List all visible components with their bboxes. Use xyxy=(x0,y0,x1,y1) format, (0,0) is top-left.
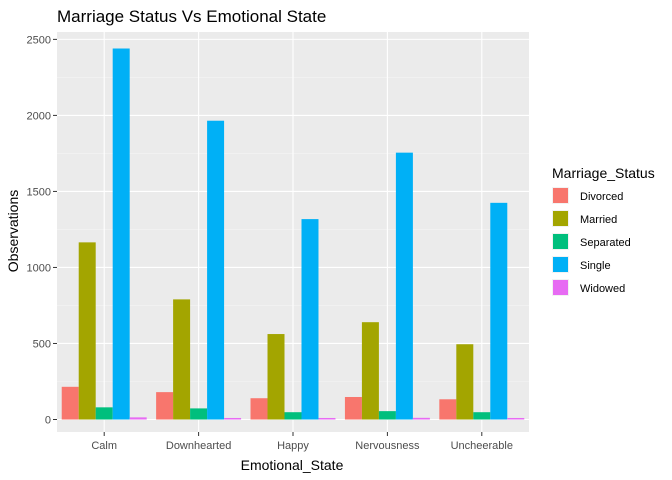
bar xyxy=(207,120,225,420)
x-tick-label: Downhearted xyxy=(166,440,231,452)
bar xyxy=(224,417,242,420)
legend-swatch xyxy=(553,188,568,203)
chart-title: Marriage Status Vs Emotional State xyxy=(57,7,326,26)
legend-label: Single xyxy=(580,260,611,272)
bar xyxy=(129,417,147,420)
bar xyxy=(78,242,96,420)
y-tick-label: 2000 xyxy=(27,110,51,122)
bar xyxy=(284,412,302,420)
grid xyxy=(57,32,529,432)
bar xyxy=(361,322,379,420)
bar xyxy=(156,392,174,420)
bar xyxy=(61,386,79,420)
legend-label: Widowed xyxy=(580,283,625,295)
legend: Marriage_Status Divorced Married Separated… xyxy=(552,165,655,296)
y-axis-title: Observations xyxy=(5,190,21,272)
bar xyxy=(173,299,191,420)
bar xyxy=(95,407,113,420)
legend-label: Divorced xyxy=(580,191,623,203)
legend-swatch xyxy=(553,280,568,295)
x-tick-label: Happy xyxy=(277,440,309,452)
bar xyxy=(395,152,413,420)
x-tick-label: Nervousness xyxy=(355,440,420,452)
legend-swatch xyxy=(553,211,568,226)
x-tick-label: Calm xyxy=(91,440,117,452)
legend-swatch xyxy=(553,234,568,249)
y-tick-label: 0 xyxy=(45,415,51,427)
bar xyxy=(473,412,491,420)
bar xyxy=(344,396,362,420)
bars xyxy=(61,48,525,420)
bar xyxy=(507,417,525,420)
legend-label: Separated xyxy=(580,237,631,249)
y-tick-label: 500 xyxy=(33,338,51,350)
legend-label: Married xyxy=(580,214,617,226)
bar xyxy=(439,399,457,420)
bar xyxy=(112,48,130,420)
x-tick-label: Uncheerable xyxy=(451,440,513,452)
bar xyxy=(378,411,396,420)
y-tick-label: 1500 xyxy=(27,186,51,198)
y-tick-label: 2500 xyxy=(27,34,51,46)
legend-swatch xyxy=(553,257,568,272)
bar xyxy=(412,417,430,420)
bar xyxy=(301,219,319,420)
bar xyxy=(490,202,508,420)
bar xyxy=(190,408,208,420)
bar xyxy=(267,334,285,420)
bar xyxy=(318,417,336,420)
bar xyxy=(250,398,268,420)
x-axis-title: Emotional_State xyxy=(241,457,344,473)
y-tick-label: 1000 xyxy=(27,262,51,274)
bar xyxy=(456,344,474,420)
y-axis: 0 500 1000 1500 2000 2500 xyxy=(27,34,57,427)
x-axis: Calm Downhearted Happy Nervousness Uncheerab… xyxy=(91,432,513,452)
legend-title: Marriage_Status xyxy=(552,165,655,181)
